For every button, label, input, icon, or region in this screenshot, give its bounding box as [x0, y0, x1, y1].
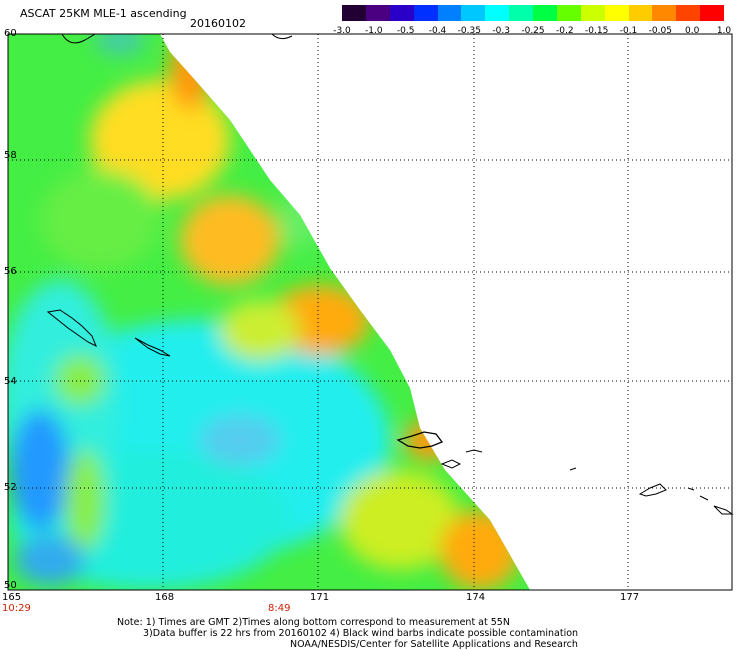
colorbar-tick-label: -0.2: [556, 26, 574, 36]
island-medny: [134, 337, 171, 357]
lat-label-54: 54: [4, 376, 17, 387]
lon-label-165: 165: [2, 592, 22, 603]
island-buldir: [569, 467, 577, 471]
colorbar-segment: [700, 5, 724, 21]
note-line-1: Note: 1) Times are GMT 2)Times along bot…: [117, 617, 510, 628]
colorbar-segment: [628, 5, 653, 21]
island-rat-group: [713, 505, 734, 515]
lon-label-174: 174: [466, 592, 486, 603]
colorbar-segment: [509, 5, 533, 21]
colorbar-segment: [676, 5, 701, 21]
island-kiska: [638, 483, 667, 497]
colorbar-segment: [461, 5, 486, 21]
date-label: 20160102: [190, 17, 246, 30]
colorbar-segment: [533, 5, 557, 21]
island-semichi: [465, 449, 483, 453]
colorbar-tick-label: -0.5: [396, 26, 415, 36]
lon-label-171: 171: [310, 592, 330, 603]
colorbar-tick-label: -0.15: [585, 26, 609, 36]
colorbar-segment: [580, 5, 605, 21]
wind-field: [8, 34, 530, 590]
lon-label-168: 168: [155, 592, 175, 603]
colorbar-segment: [556, 5, 581, 21]
map-frame: [7, 33, 733, 591]
colorbar-segment: [342, 5, 366, 21]
island-small-1: [687, 487, 695, 491]
lat-label-52: 52: [4, 482, 17, 493]
colorbar-segment: [604, 5, 629, 21]
colorbar-segment: [437, 5, 462, 21]
colorbar-tick-label: -3.0: [333, 26, 351, 36]
island-agattu: [440, 459, 462, 469]
island-bering: [46, 309, 97, 348]
chart-title: ASCAT 25KM MLE-1 ascending: [20, 7, 187, 20]
colorbar-tick-label: -0.35: [457, 26, 481, 36]
coastline-top-center: [271, 33, 293, 40]
coastlines: [46, 33, 734, 515]
colorbar-segment: [652, 5, 677, 21]
colorbar-segment: [413, 5, 438, 21]
colorbar: [342, 5, 724, 21]
colorbar-tick-label: -0.25: [521, 26, 545, 36]
colorbar-tick-label: -1.0: [365, 26, 383, 36]
colorbar-tick-label: -0.3: [492, 26, 510, 36]
colorbar-tick-label: 0.0: [684, 26, 700, 36]
lat-label-60: 60: [4, 28, 17, 39]
lat-label-56: 56: [4, 266, 17, 277]
note-line-2: 3)Data buffer is 22 hrs from 20160102 4)…: [143, 628, 579, 639]
colorbar-tick-label: -0.1: [619, 26, 638, 36]
time-label-start: 10:29: [2, 603, 31, 614]
colorbar-tick-label: 1.0: [716, 26, 732, 36]
island-small-2: [699, 495, 709, 501]
time-label-mid: 8:49: [268, 603, 291, 614]
colorbar-segment: [365, 5, 390, 21]
lat-label-58: 58: [4, 150, 17, 161]
coastline-top-left: [61, 33, 96, 44]
lon-label-177: 177: [620, 592, 640, 603]
colorbar-segment: [485, 5, 510, 21]
colorbar-tick-label: -0.05: [648, 26, 672, 36]
colorbar-tick-label: -0.4: [428, 26, 447, 36]
island-attu: [396, 431, 444, 449]
colorbar-segment: [389, 5, 414, 21]
note-line-3: NOAA/NESDIS/Center for Satellite Applica…: [290, 639, 578, 650]
lat-label-50: 50: [4, 580, 17, 591]
